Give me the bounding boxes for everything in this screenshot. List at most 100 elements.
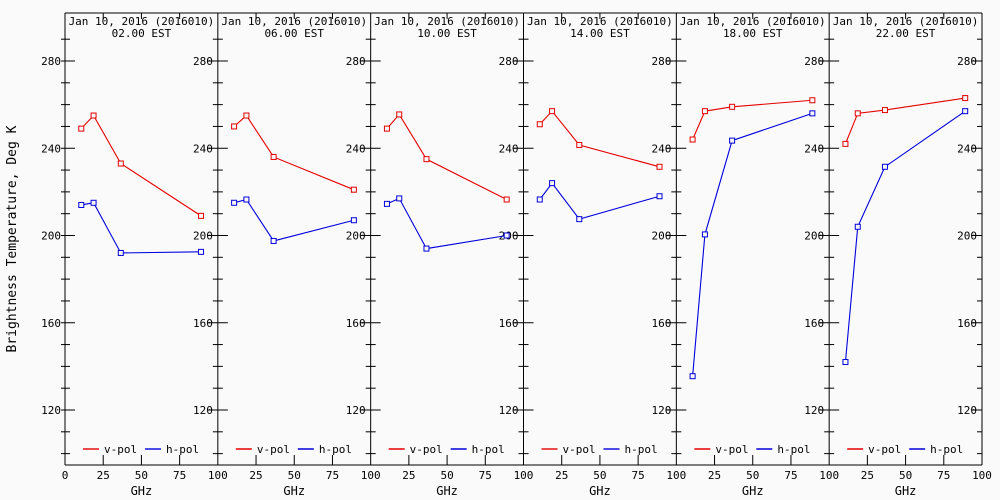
data-point-marker-h-pol	[689, 373, 696, 380]
data-point-marker-v-pol	[396, 111, 403, 118]
panel-y-tick-label: 160	[804, 317, 824, 330]
x-axis-title: GHz	[131, 484, 153, 498]
legend-v-pol-label: v-pol	[563, 443, 596, 456]
panel-y-tick-label: 160	[499, 317, 519, 330]
panel-y-tick-label: 200	[957, 230, 977, 243]
data-point-marker-v-pol	[549, 108, 556, 115]
x-axis-tick-label: 100	[666, 469, 686, 482]
panel-y-tick-label: 120	[957, 404, 977, 417]
data-point-marker-v-pol	[536, 121, 543, 128]
panel-y-tick-label: 240	[957, 142, 977, 155]
data-point-marker-v-pol	[78, 125, 85, 132]
data-point-marker-v-pol	[689, 136, 696, 143]
data-point-marker-h-pol	[842, 359, 849, 366]
panel-y-tick-label: 120	[804, 404, 824, 417]
panel-y-tick-label: 240	[193, 142, 213, 155]
series-line-v-pol	[692, 99, 813, 140]
series-line-v-pol	[80, 114, 202, 217]
panel-y-tick-label: 240	[804, 142, 824, 155]
x-axis-tick-label: 25	[555, 469, 568, 482]
series-line-h-pol	[81, 202, 202, 254]
x-axis-tick-label: 50	[135, 469, 148, 482]
data-point-marker-h-pol	[576, 216, 583, 223]
data-point-marker-h-pol	[729, 137, 736, 144]
panel-y-tick-label: 280	[804, 55, 824, 68]
data-point-marker-h-pol	[854, 223, 861, 230]
panel-title-time: 10.00 EST	[417, 27, 477, 40]
data-point-marker-h-pol	[423, 245, 430, 252]
data-point-marker-h-pol	[270, 237, 277, 244]
panel-y-tick-label: 280	[346, 55, 366, 68]
panel-title-date: Jan 10, 2016 (2016010)	[221, 15, 367, 28]
panel-title-time: 06.00 EST	[264, 27, 324, 40]
legend-v-pol-label: v-pol	[104, 443, 137, 456]
data-point-marker-v-pol	[503, 196, 510, 203]
data-point-marker-v-pol	[881, 107, 888, 114]
data-point-marker-v-pol	[243, 112, 250, 119]
panel-y-tick-label: 280	[651, 55, 671, 68]
data-point-marker-v-pol	[656, 163, 663, 170]
panel-y-tick-label: 160	[957, 317, 977, 330]
data-point-marker-h-pol	[198, 248, 205, 255]
y-axis-tick-label: 120	[41, 404, 61, 417]
x-axis-tick-label: 50	[593, 469, 606, 482]
data-point-marker-v-pol	[842, 140, 849, 147]
x-axis-tick-label: 100	[819, 469, 839, 482]
panel-y-tick-label: 200	[193, 230, 213, 243]
data-point-marker-h-pol	[350, 217, 357, 224]
legend-v-pol-label: v-pol	[257, 443, 290, 456]
y-axis-tick-label: 240	[41, 142, 61, 155]
data-point-marker-v-pol	[701, 108, 708, 115]
series-line-v-pol	[233, 114, 355, 191]
data-point-marker-v-pol	[383, 125, 390, 132]
panel-title-date: Jan 10, 2016 (2016010)	[527, 15, 673, 28]
x-axis-title: GHz	[283, 484, 305, 498]
x-axis-tick-label: 25	[708, 469, 721, 482]
series-line-h-pol	[386, 197, 507, 250]
legend-v-pol-label: v-pol	[410, 443, 443, 456]
panel-y-tick-label: 280	[957, 55, 977, 68]
panel-title-time: 14.00 EST	[570, 27, 630, 40]
series-line-v-pol	[539, 110, 660, 168]
series-line-v-pol	[844, 97, 966, 145]
panel-y-tick-label: 160	[193, 317, 213, 330]
y-axis-tick-label: 200	[41, 230, 61, 243]
panel-title-date: Jan 10, 2016 (2016010)	[833, 15, 979, 28]
panel-y-tick-label: 200	[804, 230, 824, 243]
panel-title-time: 22.00 EST	[876, 27, 936, 40]
panel-y-tick-label: 120	[499, 404, 519, 417]
x-axis-tick-label: 50	[288, 469, 301, 482]
series-line-h-pol	[692, 112, 813, 377]
x-axis-tick-label: 100	[514, 469, 534, 482]
panel-y-tick-label: 120	[346, 404, 366, 417]
legend-h-pol-label: h-pol	[930, 443, 963, 456]
series-line-h-pol	[233, 198, 354, 242]
data-point-marker-v-pol	[962, 95, 969, 102]
panel-y-tick-label: 280	[193, 55, 213, 68]
panel-y-tick-label: 200	[651, 230, 671, 243]
panel-y-tick-label: 200	[346, 230, 366, 243]
legend-h-pol-label: h-pol	[625, 443, 658, 456]
data-point-marker-v-pol	[231, 123, 238, 130]
x-axis-tick-label: 100	[972, 469, 992, 482]
legend-v-pol-label: v-pol	[715, 443, 748, 456]
x-axis-tick-label: 75	[326, 469, 339, 482]
x-axis-tick-label: 25	[249, 469, 262, 482]
data-point-marker-h-pol	[809, 110, 816, 117]
panel-y-tick-label: 120	[651, 404, 671, 417]
data-point-marker-v-pol	[576, 141, 583, 148]
data-point-marker-h-pol	[243, 196, 250, 203]
panel-y-tick-label: 240	[499, 142, 519, 155]
data-point-marker-v-pol	[198, 212, 205, 219]
x-axis-tick-label: 25	[97, 469, 110, 482]
x-axis-tick-label: 75	[173, 469, 186, 482]
data-point-marker-v-pol	[729, 103, 736, 110]
panel-y-tick-label: 160	[651, 317, 671, 330]
series-line-h-pol	[539, 182, 660, 220]
data-point-marker-h-pol	[536, 196, 543, 203]
data-point-marker-h-pol	[117, 249, 124, 256]
legend-v-pol-label: v-pol	[868, 443, 901, 456]
panel-y-tick-label: 240	[651, 142, 671, 155]
